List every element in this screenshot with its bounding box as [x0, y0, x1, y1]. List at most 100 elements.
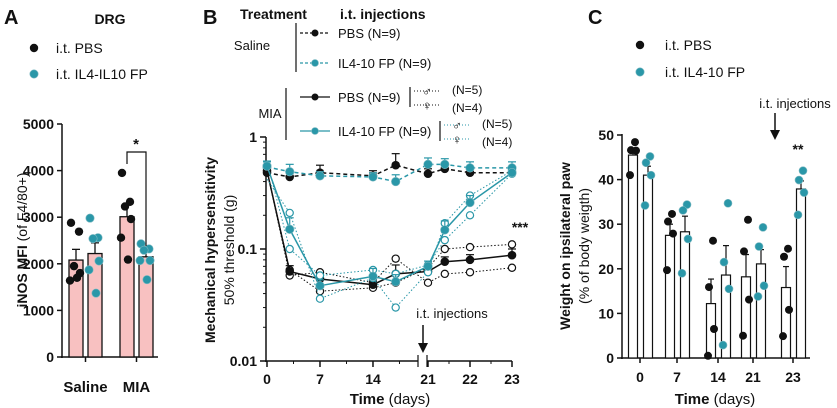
x-axis-label: Time (days) [350, 391, 431, 408]
x-axis-label: Time (days) [675, 391, 756, 408]
data-point [315, 171, 325, 181]
x-tick-label: 14 [710, 369, 726, 385]
bar [780, 286, 792, 359]
y-tick-label: 3000 [23, 209, 54, 225]
data-point [142, 275, 152, 285]
x-tick-label: 21 [745, 369, 761, 385]
sex-series-line [266, 161, 513, 277]
data-point [84, 265, 94, 275]
injection-arrow-head [418, 343, 428, 353]
significance-bracket [126, 151, 147, 246]
data-point [368, 172, 378, 182]
panel-letter-c: C [588, 7, 602, 29]
data-point [117, 168, 127, 178]
data-point [645, 152, 655, 161]
data-point [91, 288, 101, 298]
x-tick-label: 0 [636, 369, 644, 385]
series-line [266, 164, 512, 178]
data-point [641, 158, 651, 167]
legend-header-injections: i.t. injections [340, 6, 426, 22]
female-point [440, 244, 449, 254]
data-point [723, 198, 733, 208]
data-point [632, 146, 640, 155]
sex-series-line [266, 170, 513, 309]
legend-marker-il4 [29, 69, 39, 79]
bar [679, 231, 691, 359]
x-tick-label: 21 [420, 371, 436, 387]
y-tick-label: 20 [598, 261, 614, 277]
panel-a-title: DRG [94, 11, 125, 27]
data-point [668, 209, 676, 218]
female-point [315, 294, 325, 303]
data-point [785, 305, 793, 314]
data-point [507, 250, 517, 260]
male-point [440, 269, 449, 279]
data-point [391, 176, 401, 187]
injection-label: i.t. injections [416, 306, 488, 321]
data-point [66, 218, 76, 227]
data-point [646, 170, 656, 180]
data-point [391, 277, 401, 287]
data-point [744, 215, 752, 224]
bar [627, 154, 639, 359]
data-point [780, 252, 788, 261]
x-axis-label-rest: (days) [389, 391, 431, 408]
data-point [683, 234, 693, 244]
bar [755, 263, 767, 359]
y-tick-label: 0 [46, 349, 54, 365]
data-point [262, 161, 272, 171]
legend-label: IL4-10 FP (N=9) [338, 56, 431, 71]
legend-marker [311, 127, 319, 135]
legend-marker-pbs [29, 43, 39, 53]
data-point [423, 261, 433, 271]
female-icon: ♀ [452, 132, 462, 147]
x-tick-label: 14 [365, 371, 381, 387]
data-point [709, 236, 717, 245]
x-axis-label-bold: Time [675, 391, 710, 408]
panel-letter-a: A [4, 7, 18, 29]
legend-marker [311, 59, 319, 67]
data-point [88, 234, 98, 244]
data-point [745, 295, 753, 304]
y-tick-label: 0.01 [230, 353, 257, 369]
legend-group-saline: Saline [234, 38, 270, 53]
y-tick-label: 40 [598, 172, 614, 188]
male-point [391, 254, 400, 263]
y-axis-label-rest: (% of body weigth) [576, 188, 592, 304]
data-point [139, 245, 149, 255]
data-point [677, 268, 687, 278]
y-tick-label: 4000 [23, 163, 54, 179]
data-point [465, 197, 475, 208]
x-tick-label: 7 [673, 369, 681, 385]
bar [664, 234, 676, 359]
y-tick-label: 0 [606, 350, 614, 366]
data-point [126, 214, 136, 224]
data-point [710, 325, 718, 334]
data-point [705, 283, 713, 292]
legend-group-mia: MIA [258, 106, 281, 121]
legend-label-pbs: i.t. PBS [665, 37, 712, 53]
data-point [799, 188, 809, 197]
data-point [69, 261, 79, 271]
bar [740, 276, 752, 359]
data-point [423, 159, 433, 169]
data-point [135, 256, 145, 266]
data-point [123, 255, 133, 264]
data-point [440, 225, 450, 235]
legend-marker [311, 93, 319, 101]
data-point [440, 159, 450, 169]
bar [138, 256, 154, 358]
data-point [368, 280, 378, 290]
y-tick-label: 30 [598, 216, 614, 232]
y-axis-label-rest: 50% threshold (g) [221, 195, 237, 306]
legend-sex-n: (N=5) [482, 117, 512, 131]
data-point [740, 247, 748, 256]
data-point [368, 271, 378, 281]
y-tick-label: 10 [598, 305, 614, 321]
data-point [664, 217, 672, 226]
data-point [793, 210, 803, 220]
male-point [465, 211, 475, 220]
y-tick-label: 1000 [23, 302, 54, 318]
x-axis-label-rest: (days) [714, 391, 756, 408]
data-point [423, 169, 433, 179]
